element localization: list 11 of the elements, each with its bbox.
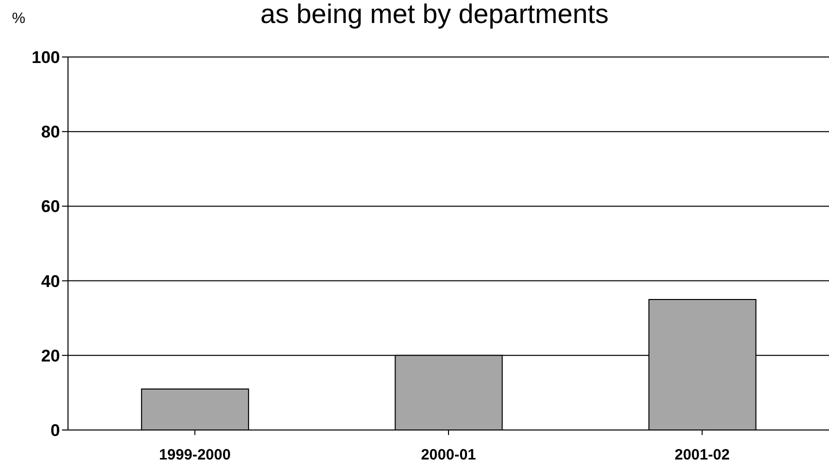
y-tick-label: 40 xyxy=(41,272,60,291)
y-tick-label: 80 xyxy=(41,122,60,142)
x-tick-label: 1999-2000 xyxy=(158,446,231,464)
chart-title: as being met by departments xyxy=(260,0,609,29)
x-tick-label: 2000-01 xyxy=(420,446,476,464)
x-tick-label: 2001-02 xyxy=(674,446,730,464)
y-tick-label: 0 xyxy=(50,421,60,440)
y-axis-title: % xyxy=(12,10,26,27)
y-tick-label: 100 xyxy=(32,48,60,68)
y-tick-label: 60 xyxy=(41,197,60,216)
y-tick-label: 20 xyxy=(41,346,60,366)
